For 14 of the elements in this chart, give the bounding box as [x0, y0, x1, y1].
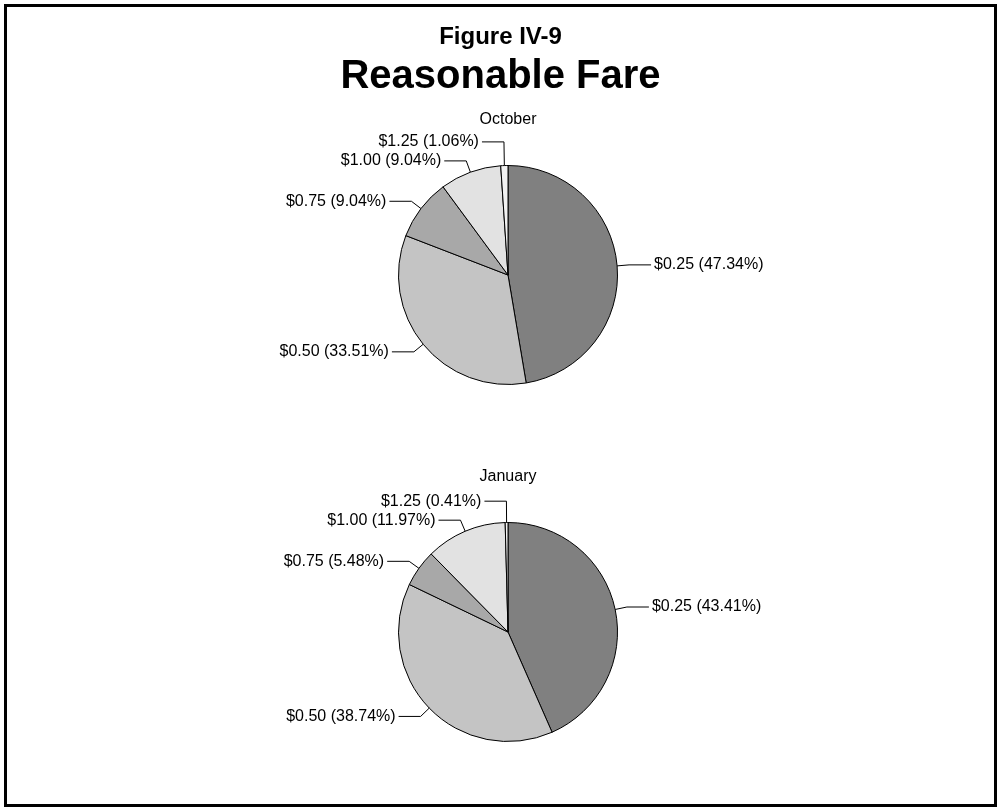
text: October [479, 109, 538, 127]
slice-label: $0.50 (38.74%) [286, 706, 396, 724]
slice-label: $0.25 (43.41%) [651, 597, 762, 615]
slice-label: $1.25 (1.06%) [378, 132, 479, 150]
slice-label: $0.75 (9.04%) [285, 191, 387, 209]
slice-label: $1.25 (0.41%) [380, 491, 482, 509]
slice-label: $0.75 (5.48%) [283, 551, 385, 569]
text: January [479, 466, 537, 484]
chart-title: Figure IV-9 [438, 22, 563, 50]
slice-label: $0.25 (47.34%) [654, 255, 764, 273]
slice-label: $0.50 (33.51%) [279, 342, 389, 360]
chart-subtitle: Reasonable Fare [339, 52, 662, 97]
slice-label: $1.00 (11.97%) [327, 510, 436, 528]
slice-label: $1.00 (9.04%) [340, 151, 442, 169]
